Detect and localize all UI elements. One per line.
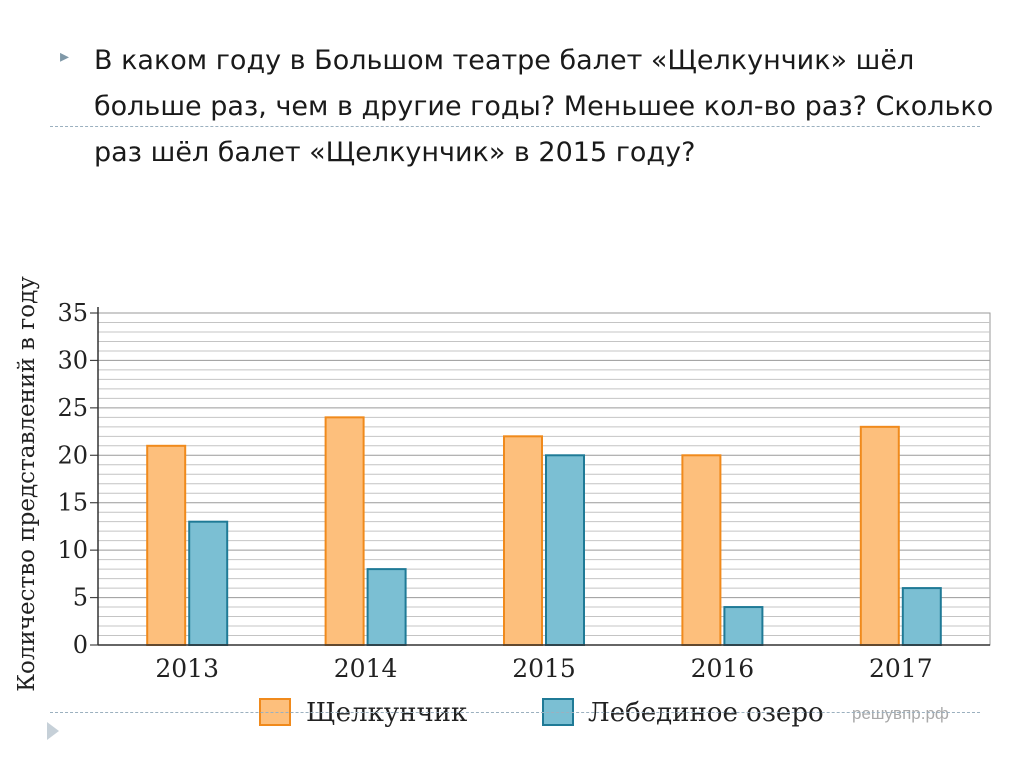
x-tick-label: 2013 <box>155 654 219 683</box>
legend-label: Щелкунчик <box>306 698 467 728</box>
y-tick-label: 30 <box>57 346 88 374</box>
y-tick-label: 15 <box>57 489 88 517</box>
chart-grid <box>97 312 991 646</box>
bar <box>901 587 942 646</box>
question-text: В каком году в Большом театре балет «Щел… <box>94 45 994 168</box>
corner-arrow-icon <box>47 722 59 740</box>
bar <box>188 520 229 647</box>
chart-bars <box>146 416 942 647</box>
bar <box>859 425 900 647</box>
bar <box>503 435 543 647</box>
bar <box>146 444 187 646</box>
bar <box>723 606 764 646</box>
y-axis-label: Количество представлений в году <box>14 276 40 692</box>
bar <box>366 568 407 646</box>
bar <box>681 454 722 646</box>
y-tick-label: 10 <box>57 536 88 564</box>
y-tick-label: 35 <box>57 299 88 327</box>
bottom-divider <box>50 712 980 713</box>
y-tick-label: 0 <box>73 631 88 659</box>
watermark-text: решувпр.рф <box>852 704 949 723</box>
chart-axes: 0 5 10 15 20 25 30 35 2013 2014 2015 2016 2017 <box>57 299 990 683</box>
x-tick-label: 2017 <box>869 654 933 683</box>
bar <box>324 416 365 647</box>
legend-label: Лебединое озеро <box>588 698 824 728</box>
bullet-arrow-icon: ▸ <box>60 46 70 67</box>
bar <box>545 454 585 646</box>
y-tick-label: 25 <box>57 394 88 422</box>
y-tick-label: 5 <box>73 584 88 612</box>
y-tick-label: 20 <box>57 441 88 469</box>
title-divider <box>50 126 980 127</box>
x-tick-label: 2014 <box>334 654 398 683</box>
chart-legend: Щелкунчик Лебединое озеро <box>259 698 824 728</box>
plot-frame <box>97 312 991 646</box>
x-tick-label: 2015 <box>512 654 576 683</box>
x-tick-label: 2016 <box>691 654 755 683</box>
